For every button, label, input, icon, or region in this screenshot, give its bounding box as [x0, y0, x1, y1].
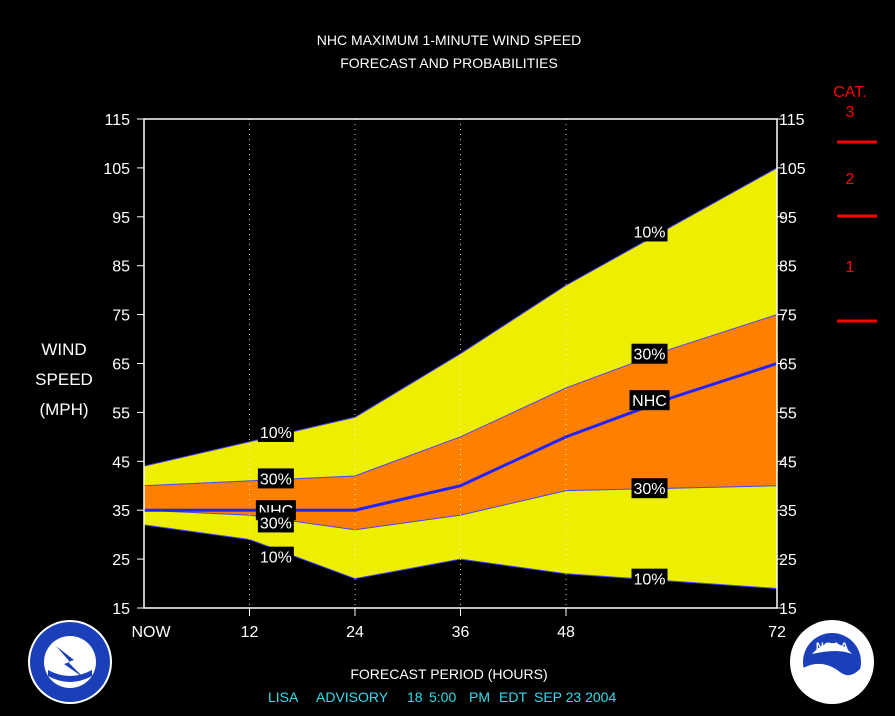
y-tick-label-right: 45 [779, 454, 797, 471]
advisory-number: 18 [407, 689, 423, 705]
bird-icon [812, 643, 852, 654]
band-label-box [257, 421, 294, 442]
band-label-box [629, 390, 670, 411]
x-axis: NOW 12 24 36 48 72 [131, 608, 786, 641]
line-nhc-forecast [144, 362, 778, 512]
chart-title-line2: FORECAST AND PROBABILITIES [340, 55, 558, 71]
category-label: 3 [846, 104, 855, 121]
noaa-logo: NOAA [790, 620, 874, 704]
y-tick-label-left: 105 [103, 161, 130, 178]
y-tick-label-left: 45 [112, 454, 130, 471]
y-tick-label-left: 25 [112, 552, 130, 569]
advisory-ampm: PM [469, 689, 490, 705]
line-upper-10pct [143, 167, 778, 467]
advisory-line: LISA ADVISORY 18 5:00 PM EDT SEP 23 2004 [268, 689, 616, 705]
band-label-box [631, 568, 668, 589]
advisory-tz: EDT [499, 689, 527, 705]
y-tick-label-left: 15 [112, 601, 130, 618]
band-label: 30% [634, 481, 666, 498]
y-tick-label-right: 115 [779, 112, 805, 129]
band-label: 30% [260, 515, 292, 532]
y-tick-label-left: 95 [112, 210, 130, 227]
band-label: 10% [634, 224, 666, 241]
y-tick-label-right: 95 [779, 210, 797, 227]
band-label-box [631, 221, 668, 242]
y-axis-label-line1: WIND [41, 340, 86, 359]
x-tick-label: 24 [346, 624, 364, 641]
y-axis-left: 15 25 35 45 55 65 75 85 95 105 115 [103, 112, 144, 618]
y-axis-label-line2: SPEED [35, 370, 93, 389]
y-axis-right: 15 25 35 45 55 65 75 85 95 105 115 [777, 112, 806, 618]
band-label-box [257, 546, 294, 567]
category-label: 2 [846, 171, 855, 188]
y-tick-label-right: 15 [779, 601, 797, 618]
line-upper-30pct [143, 314, 778, 487]
band-label: NHC [632, 393, 667, 410]
x-tick-label: 12 [241, 624, 259, 641]
lightning-icon [56, 646, 84, 678]
y-tick-label-left: 75 [112, 308, 130, 325]
y-tick-label-right: 85 [779, 259, 797, 276]
y-tick-label-right: 65 [779, 357, 797, 374]
y-tick-label-left: 65 [112, 357, 130, 374]
chart-title-line1: NHC MAXIMUM 1-MINUTE WIND SPEED [317, 32, 581, 48]
y-tick-label-right: 55 [779, 405, 797, 422]
band-label-box [631, 343, 668, 364]
advisory-time: 5:00 [429, 689, 456, 705]
band-label-box [631, 478, 668, 499]
band-label-box [257, 468, 294, 489]
cloud-icon [48, 670, 92, 682]
y-tick-label-left: 55 [112, 405, 130, 422]
advisory-date: SEP 23 2004 [534, 689, 616, 705]
band-label: 10% [260, 550, 292, 567]
band-label: 10% [260, 425, 292, 442]
y-tick-label-right: 25 [779, 552, 797, 569]
nws-logo [28, 620, 112, 704]
y-axis-label-line3: (MPH) [39, 400, 88, 419]
category-label: 1 [846, 259, 855, 276]
line-lower-30pct [143, 485, 778, 531]
band-label: 10% [634, 572, 666, 589]
x-tick-label: NOW [131, 624, 171, 641]
category-title: CAT. [833, 84, 866, 101]
y-tick-label-left: 115 [104, 112, 130, 129]
y-tick-label-left: 35 [112, 503, 130, 520]
band-label: 30% [634, 347, 666, 364]
category-scale: CAT. 3 2 1 [833, 84, 877, 323]
x-tick-label: 72 [768, 624, 786, 641]
y-tick-label-right: 75 [779, 308, 797, 325]
y-tick-label-right: 35 [779, 503, 797, 520]
advisory-storm: LISA [268, 689, 299, 705]
band-label: 30% [260, 471, 292, 488]
advisory-label: ADVISORY [316, 689, 389, 705]
band-label-box [257, 512, 294, 533]
noaa-logo-text: NOAA [816, 641, 848, 653]
x-tick-label: 48 [557, 624, 575, 641]
plot-area [143, 118, 778, 609]
y-tick-label-left: 85 [112, 259, 130, 276]
x-tick-label: 36 [452, 624, 470, 641]
x-axis-label: FORECAST PERIOD (HOURS) [350, 666, 547, 682]
wave-icon [803, 663, 861, 701]
y-tick-label-right: 105 [779, 161, 806, 178]
